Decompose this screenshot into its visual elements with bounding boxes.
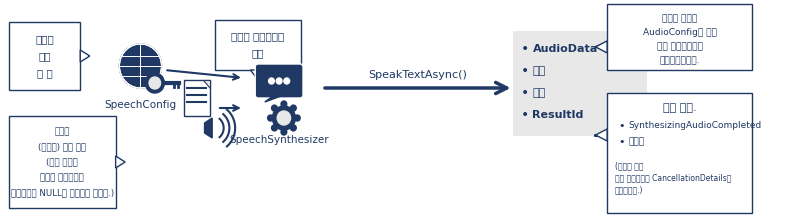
Text: 프록시 클라이언트: 프록시 클라이언트 [231,32,285,42]
Circle shape [284,78,289,84]
Circle shape [291,105,296,111]
Text: 명시적으로 NULL을 지정해야 합니다.): 명시적으로 NULL을 지정해야 합니다.) [10,188,114,197]
Text: AudioConfig에 따라: AudioConfig에 따라 [643,28,717,37]
Polygon shape [116,156,125,168]
Circle shape [276,78,282,84]
Circle shape [119,44,161,88]
Text: (취소된 경우: (취소된 경우 [615,161,643,170]
Circle shape [268,115,274,121]
FancyBboxPatch shape [255,64,303,98]
Circle shape [291,125,296,131]
Circle shape [269,78,274,84]
Circle shape [272,125,277,131]
Text: 이유: 이유 [532,88,545,98]
Text: 확인하세요.): 확인하세요.) [615,185,643,194]
Text: •: • [618,137,625,147]
Text: ResultId: ResultId [532,110,584,120]
Text: •: • [520,86,529,100]
Text: •: • [520,42,529,56]
Text: SpeechConfig: SpeechConfig [105,100,177,110]
Text: 취소됨: 취소됨 [628,137,645,146]
Text: (기본값) 또는 파일: (기본값) 또는 파일 [38,142,86,151]
Text: 리소스: 리소스 [35,34,53,44]
Polygon shape [596,129,607,141]
FancyBboxPatch shape [513,31,647,136]
Text: 바환 사으.: 바환 사으. [663,103,696,113]
Text: 및 키: 및 키 [36,68,52,78]
Text: SpeakTextAsync(): SpeakTextAsync() [369,70,467,80]
Circle shape [272,105,277,111]
Circle shape [273,106,296,130]
Text: SpeechSynthesizer: SpeechSynthesizer [230,135,329,145]
Text: 스피커: 스피커 [54,127,70,136]
Text: AudioData: AudioData [532,44,597,54]
FancyBboxPatch shape [215,20,301,70]
FancyBboxPatch shape [183,80,211,116]
FancyBboxPatch shape [9,22,80,90]
Circle shape [295,115,300,121]
FancyBboxPatch shape [607,4,752,70]
Polygon shape [203,80,211,88]
Text: •: • [618,121,625,131]
Text: 리디렉션됩니다.: 리디렉션됩니다. [659,56,700,65]
Polygon shape [80,50,90,62]
Circle shape [277,111,291,125]
Text: 파일 또는스피커로: 파일 또는스피커로 [657,42,703,51]
Polygon shape [204,118,212,138]
Circle shape [281,129,287,135]
Text: SynthesizingAudioCompleted: SynthesizingAudioCompleted [628,121,762,130]
Text: 개체: 개체 [252,48,264,58]
FancyBboxPatch shape [9,116,116,208]
Text: (또는 스트림: (또는 스트림 [46,157,78,167]
Polygon shape [265,95,284,102]
Text: •: • [520,108,529,122]
Polygon shape [596,41,607,53]
FancyBboxPatch shape [607,93,752,213]
Text: 오디오 스트림: 오디오 스트림 [662,14,697,23]
Text: 위치: 위치 [39,51,50,61]
Polygon shape [251,70,266,80]
Text: 기채를 검색하려면: 기채를 검색하려면 [40,173,84,182]
Circle shape [145,73,164,93]
Text: 속성: 속성 [532,66,545,76]
Circle shape [149,77,160,89]
Text: 오류 세부결과는 CancellationDetails를: 오류 세부결과는 CancellationDetails를 [615,173,731,182]
Text: •: • [520,64,529,78]
Circle shape [281,101,287,107]
